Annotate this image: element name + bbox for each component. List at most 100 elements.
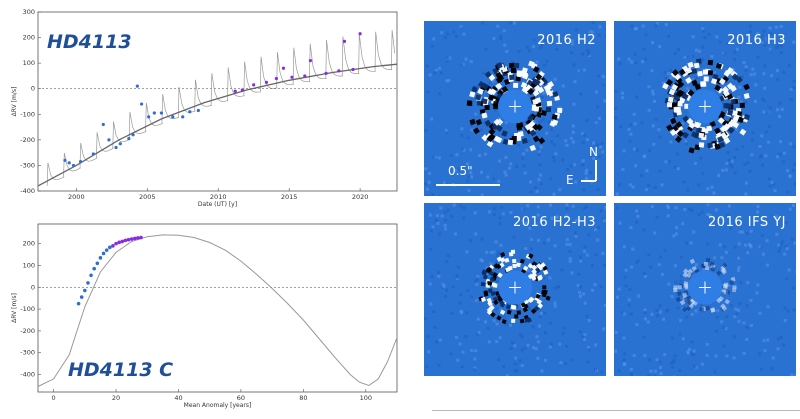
noise-speckle	[459, 343, 462, 346]
noise-speckle	[438, 156, 441, 159]
noise-speckle	[655, 216, 658, 219]
noise-speckle	[522, 152, 525, 155]
noise-speckle	[687, 352, 690, 355]
noise-speckle	[737, 266, 740, 269]
noise-speckle	[540, 182, 543, 185]
noise-speckle	[749, 25, 752, 28]
noise-speckle	[634, 27, 637, 30]
noise-speckle	[635, 96, 638, 99]
data-point-blue	[147, 115, 150, 118]
noise-speckle	[751, 139, 754, 142]
noise-speckle	[553, 143, 556, 146]
noise-speckle	[548, 120, 551, 123]
noise-speckle	[761, 164, 764, 167]
noise-speckle	[456, 359, 459, 362]
noise-speckle	[537, 178, 540, 181]
noise-speckle	[585, 315, 588, 318]
noise-speckle	[466, 180, 469, 183]
noise-speckle	[625, 269, 628, 272]
noise-speckle	[659, 136, 662, 139]
scale-bar-label: 0.5"	[448, 164, 473, 178]
noise-speckle	[686, 189, 689, 192]
bottom-divider	[432, 410, 800, 411]
ring-speckle	[694, 63, 700, 69]
noise-speckle	[536, 190, 539, 193]
noise-speckle	[447, 209, 450, 212]
noise-speckle	[473, 368, 476, 371]
data-point-purple	[324, 72, 327, 75]
noise-speckle	[519, 359, 522, 362]
noise-speckle	[693, 128, 696, 131]
noise-speckle	[526, 46, 529, 49]
data-point-blue	[83, 289, 87, 293]
noise-speckle	[510, 347, 513, 350]
noise-speckle	[701, 363, 704, 366]
noise-speckle	[449, 353, 452, 356]
noise-speckle	[647, 321, 650, 324]
data-point-purple	[234, 90, 237, 93]
noise-speckle	[605, 28, 606, 31]
noise-speckle	[543, 312, 546, 315]
noise-speckle	[432, 225, 435, 228]
noise-speckle	[760, 368, 763, 371]
noise-speckle	[464, 335, 467, 338]
noise-speckle	[596, 239, 599, 242]
noise-speckle	[599, 146, 602, 149]
noise-speckle	[710, 55, 713, 58]
x-axis-label: Mean Anomaly [years]	[184, 402, 252, 409]
noise-speckle	[552, 156, 555, 159]
noise-speckle	[542, 118, 545, 121]
noise-speckle	[647, 85, 650, 88]
ring-speckle	[514, 314, 518, 318]
data-point-blue	[77, 302, 81, 306]
noise-speckle	[424, 129, 427, 132]
noise-speckle	[694, 162, 697, 165]
y-axis-label: ΔRV [m/s]	[11, 87, 18, 117]
noise-speckle	[792, 41, 795, 44]
noise-speckle	[697, 183, 700, 186]
noise-speckle	[715, 209, 718, 212]
noise-speckle	[426, 91, 429, 94]
noise-speckle	[478, 154, 481, 157]
data-point-purple	[117, 241, 121, 245]
noise-speckle	[465, 58, 468, 61]
noise-speckle	[695, 49, 698, 52]
noise-speckle	[766, 111, 769, 114]
noise-speckle	[579, 92, 582, 95]
noise-speckle	[484, 153, 487, 156]
noise-speckle	[478, 331, 481, 334]
data-point-blue	[86, 281, 90, 285]
noise-speckle	[598, 155, 601, 158]
noise-speckle	[539, 315, 542, 318]
noise-speckle	[725, 168, 728, 171]
noise-speckle	[426, 188, 429, 191]
noise-speckle	[743, 352, 746, 355]
noise-speckle	[664, 249, 667, 252]
data-point-blue	[102, 252, 106, 256]
y-tick-label: 200	[23, 34, 35, 42]
noise-speckle	[618, 183, 621, 186]
noise-speckle	[628, 128, 631, 131]
noise-speckle	[583, 338, 586, 341]
noise-speckle	[744, 193, 747, 196]
noise-speckle	[460, 311, 463, 314]
noise-speckle	[788, 174, 791, 177]
noise-speckle	[616, 193, 619, 196]
y-tick-label: 300	[23, 8, 35, 16]
noise-speckle	[474, 211, 477, 214]
noise-speckle	[630, 25, 633, 28]
noise-speckle	[585, 169, 588, 172]
noise-speckle	[470, 295, 473, 298]
noise-speckle	[746, 161, 749, 164]
noise-speckle	[623, 363, 626, 366]
noise-speckle	[738, 302, 741, 305]
noise-speckle	[640, 121, 643, 124]
noise-speckle	[556, 134, 559, 137]
noise-speckle	[729, 163, 732, 166]
noise-speckle	[566, 144, 569, 147]
noise-speckle	[550, 128, 553, 131]
noise-speckle	[579, 256, 582, 259]
noise-speckle	[701, 211, 704, 214]
y-tick-label: -200	[20, 136, 35, 144]
ring-speckle	[723, 103, 728, 108]
